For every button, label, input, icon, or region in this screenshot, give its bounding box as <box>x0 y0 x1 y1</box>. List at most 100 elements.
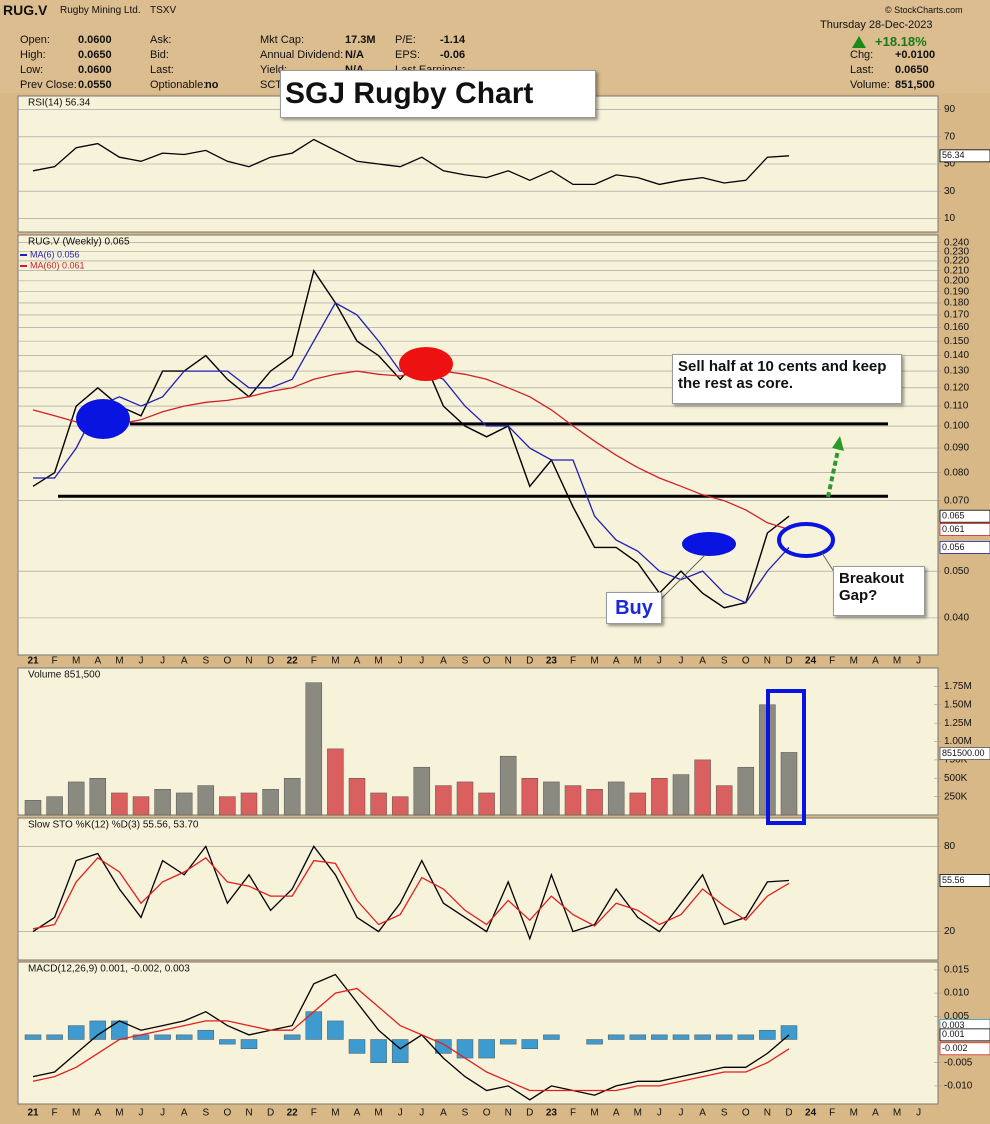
field-label: SCT <box>260 79 282 91</box>
x-tick-label: M <box>115 656 123 667</box>
bar <box>327 1020 344 1040</box>
y-tick-label: 0.010 <box>944 988 969 999</box>
x-tick-label: D <box>526 1108 533 1119</box>
y-tick-label: 0.120 <box>944 382 969 393</box>
value-tag: 0.065 <box>942 511 965 521</box>
x-tick-label: A <box>181 1108 188 1119</box>
annotation: Buy <box>606 592 662 624</box>
x-tick-label: M <box>72 656 80 667</box>
y-tick-label: 0.040 <box>944 613 969 624</box>
x-tick-label: A <box>354 1108 361 1119</box>
bar <box>283 1034 301 1040</box>
x-tick-label: O <box>742 1108 750 1119</box>
field-label: Annual Dividend: <box>260 49 344 61</box>
panel-title: Volume 851,500 <box>28 670 101 681</box>
y-tick-label: 90 <box>944 104 956 115</box>
bar <box>694 1034 711 1040</box>
bar <box>154 1034 171 1040</box>
field-label: Low: <box>20 64 44 76</box>
line <box>32 987 790 1092</box>
x-tick-label: J <box>679 656 684 667</box>
y-tick-label: -0.005 <box>944 1057 973 1068</box>
bar <box>413 766 431 816</box>
x-tick-label: D <box>526 656 533 667</box>
bar <box>67 781 85 816</box>
field-value: 0.0600 <box>78 34 112 46</box>
x-tick-label: J <box>657 1108 662 1119</box>
x-tick-label: J <box>160 656 165 667</box>
x-tick-label: M <box>374 656 382 667</box>
change-pct: +18.18% <box>875 34 927 49</box>
value-tag: 0.061 <box>942 524 965 534</box>
x-tick-label: M <box>115 1108 123 1119</box>
x-tick-label: 24 <box>805 656 817 667</box>
bar <box>46 1034 63 1040</box>
bar <box>715 1034 733 1040</box>
y-tick-label: 30 <box>944 186 956 197</box>
y-tick-label: 0.140 <box>944 350 969 361</box>
x-tick-label: A <box>872 1108 879 1119</box>
value-tag-bg <box>939 1042 990 1056</box>
field-value: 0.0650 <box>78 49 112 61</box>
y-tick-label: 0.100 <box>944 421 969 432</box>
bar <box>219 796 236 816</box>
field-value: -0.06 <box>440 49 466 61</box>
x-tick-label: M <box>331 656 339 667</box>
x-tick-label: F <box>52 1108 58 1119</box>
field-label: Chg: <box>850 49 874 61</box>
value-tag: 55.56 <box>942 875 965 885</box>
bar <box>197 1029 215 1040</box>
annotation: SGJ Rugby Chart <box>280 70 596 118</box>
x-tick-label: J <box>160 1108 165 1119</box>
field-value: 0.0550 <box>78 79 112 91</box>
bar <box>67 1025 85 1040</box>
value-tag-bg <box>939 523 990 536</box>
x-tick-label: S <box>462 1108 469 1119</box>
bar <box>521 1039 539 1050</box>
panel-title: MACD(12,26,9) 0.001, -0.002, 0.003 <box>28 964 190 975</box>
panel-title: RUG.V (Weekly) 0.065 <box>28 237 130 248</box>
bar <box>456 1039 474 1059</box>
bar <box>391 1039 409 1063</box>
bar <box>175 792 193 816</box>
bar <box>240 792 258 816</box>
bar <box>154 789 171 816</box>
field-value: N/A <box>345 49 364 61</box>
value-tag-bg <box>939 874 990 887</box>
x-tick-label: F <box>570 1108 576 1119</box>
field-value: +0.0100 <box>895 49 936 61</box>
bar <box>132 796 150 816</box>
field-label: P/E: <box>395 34 416 46</box>
y-tick-label: 80 <box>944 841 956 852</box>
y-tick-label: 1.00M <box>944 736 972 747</box>
x-tick-label: M <box>590 1108 598 1119</box>
field-value: 17.3M <box>345 34 376 46</box>
bar <box>629 1034 647 1040</box>
x-tick-label: J <box>419 656 424 667</box>
y-tick-label: 0.240 <box>944 237 969 248</box>
volume-highlight <box>766 689 806 825</box>
bar <box>543 1034 560 1040</box>
x-tick-label: F <box>52 656 58 667</box>
bar <box>348 778 366 816</box>
x-tick-label: M <box>634 656 642 667</box>
value-tag-bg <box>939 149 990 163</box>
x-tick-label: S <box>202 656 209 667</box>
target-arrow <box>826 449 840 498</box>
x-tick-label: O <box>483 656 491 667</box>
field-label: Bid: <box>150 49 169 61</box>
bar <box>175 1034 193 1040</box>
bar <box>499 755 517 816</box>
field-value: no <box>205 79 219 91</box>
bar <box>283 778 301 816</box>
sell-marker <box>399 347 453 381</box>
y-tick-label: 0.005 <box>944 1011 969 1022</box>
x-tick-label: N <box>245 1108 252 1119</box>
panel-title: Slow STO %K(12) %D(3) 55.56, 53.70 <box>28 820 199 831</box>
watermark: © StockCharts.com <box>885 5 963 15</box>
y-tick-label: 0.160 <box>944 322 969 333</box>
bar <box>370 1039 387 1063</box>
x-tick-label: J <box>419 1108 424 1119</box>
x-tick-label: S <box>202 1108 209 1119</box>
